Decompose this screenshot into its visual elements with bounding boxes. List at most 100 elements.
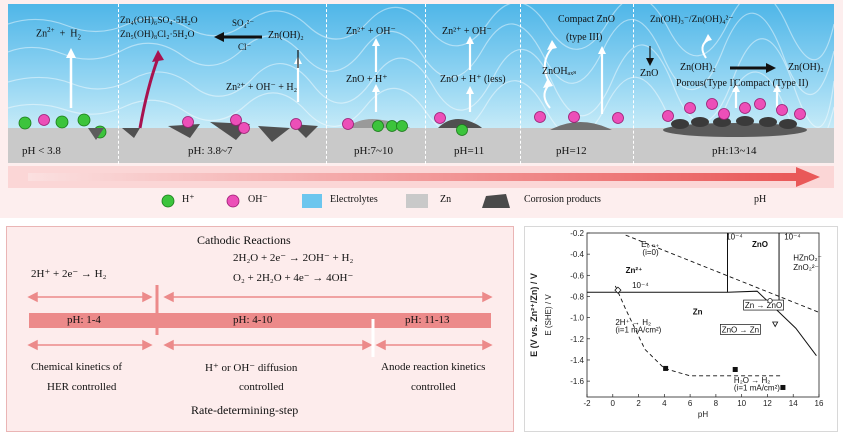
zno-label: ZnO (640, 68, 659, 79)
corrosion-product (122, 128, 140, 138)
panel3-ions: Zn²⁺ + OH⁻ (346, 26, 396, 37)
panel-divider (326, 4, 327, 164)
x-tick-label: 12 (763, 399, 772, 408)
legend-h: H⁺ (182, 194, 195, 205)
y-tick-label: -0.6 (570, 271, 584, 280)
region-label: H₂O → H₂ (734, 376, 770, 385)
water-reduction-eq: 2H₂O + 2e⁻ → 2OH⁻ + H₂ (233, 252, 354, 264)
axis-ticks: -2 0 2 4 6 8 10 12 14 16 -0.2 -0.4 -0.6 -0.8 -1.0 -1.2 -… (570, 229, 824, 408)
y-tick-label: -1.2 (570, 335, 584, 344)
x-tick-label: 14 (789, 399, 798, 408)
legend-oh: OH⁻ (248, 194, 268, 205)
region-label: ZnO₂²⁻ (793, 263, 819, 272)
zn-oh2-label: Zn(OH)₂ (680, 62, 716, 73)
reaction-box-label: ZnO → Zn (722, 325, 759, 334)
x-tick-label: 2 (636, 399, 641, 408)
x-tick-label: 8 (714, 399, 719, 408)
region-label: 2H⁺ → H₂ (615, 318, 651, 327)
region-label: 10⁻⁴ (632, 281, 649, 290)
oxygen-reduction-eq: O₂ + 2H₂O + 4e⁻ → 4OH⁻ (233, 272, 354, 284)
oh-swatch (226, 194, 240, 208)
mechanism-panel: Zn2+ + H2 (0, 0, 843, 218)
y-tick-label: -1.4 (570, 356, 584, 365)
panel4-ions: Zn²⁺ + OH⁻ (442, 26, 492, 37)
ph-range-band (29, 313, 491, 328)
x-tick-label: 0 (611, 399, 616, 408)
precipitation-arrow-head (152, 50, 164, 62)
oh-ion (182, 116, 194, 128)
data-point-square (663, 365, 669, 371)
rate-step-footer: Rate-determining-step (191, 403, 299, 417)
porous-type-label: Porous(Type I) (676, 78, 737, 89)
zn-zno-boundary (587, 290, 817, 357)
precipitation-arrow (138, 57, 160, 129)
panel3-reaction: ZnO + H⁺ (346, 74, 388, 85)
panel-divider (633, 4, 634, 164)
ph-gradient-arrow (8, 166, 834, 188)
ph-label-4: pH=11 (454, 145, 485, 157)
data-point-diamond (614, 286, 622, 294)
region-label: (i=1 mA/cm²) (734, 384, 780, 393)
y-axis-label-inner: E (SHE) / V (544, 294, 553, 336)
x-tick-label: 6 (688, 399, 693, 408)
left-arrow-head (214, 32, 224, 42)
oh-ion (38, 114, 50, 126)
corrosion-swatch (482, 194, 510, 208)
legend-electrolytes: Electrolytes (330, 194, 378, 205)
panel1-reaction: Zn2+ + H2 (36, 26, 81, 42)
reaction-box (720, 324, 761, 335)
znoh-ads-label: ZnOHₐₓₛ (542, 66, 577, 77)
pourbaix-chart-panel: Zn²⁺ ZnO Zn E₀ ₙ₊ (i=0) 10⁻⁴ 10⁻⁴ 10⁻⁴ HZnO₂⁻ ZnO… (524, 226, 838, 432)
regime-1-line2: HER controlled (47, 381, 117, 393)
plot-area (586, 232, 820, 398)
legend-corrosion: Corrosion products (524, 194, 601, 205)
regime-3-line2: controlled (411, 381, 456, 393)
zinc-hydroxide: Zn(OH)₂ (268, 30, 304, 41)
y-tick-label: -0.8 (570, 292, 584, 301)
data-point-circle (767, 298, 773, 304)
sulfate-ion: SO₄²⁻ (232, 18, 255, 28)
zincate-label: Zn(OH)₃⁻/Zn(OH)₄²⁻ (650, 15, 734, 25)
legend-swatches (161, 194, 510, 208)
cathodic-title: Cathodic Reactions (197, 233, 291, 247)
data-point-square (780, 384, 786, 390)
regime-3-line1: Anode reaction kinetics (381, 361, 486, 373)
electrolyte-background (8, 4, 834, 132)
band-markers (155, 285, 375, 357)
ph-label-2: pH: 3.8~7 (188, 145, 233, 157)
region-label: HZnO₂⁻ (793, 254, 822, 263)
legend-ph: pH (754, 194, 767, 205)
region-label: Zn²⁺ (626, 266, 643, 275)
h-swatch (161, 194, 175, 208)
panel2-ions: Zn²⁺ + OH⁻ + H₂ (226, 82, 298, 93)
x-tick-label: -2 (583, 399, 591, 408)
region-label: (i=1 mA/cm²) (615, 325, 661, 334)
data-point-square (732, 366, 738, 372)
compact-zno-layer (550, 122, 612, 130)
boundary-lines (587, 233, 820, 377)
ph-label-6: pH:13~14 (712, 145, 757, 157)
reaction-box-label: Zn → ZnO (745, 301, 782, 310)
panel-divider (118, 4, 119, 164)
regime-1-line1: Chemical kinetics of (31, 361, 123, 373)
ph-label-5: pH=12 (556, 145, 587, 157)
electrolyte-swatch (302, 194, 322, 208)
plot-frame (586, 232, 820, 398)
zn-oh2-right-label: Zn(OH)₂ (788, 62, 824, 73)
x-tick-label: 16 (815, 399, 824, 408)
hydrogen-line (614, 285, 783, 377)
regime-2-line1: H⁺ or OH⁻ diffusion (205, 362, 298, 374)
region-label: (i=0) (642, 248, 659, 257)
data-points (614, 286, 786, 390)
region-label: Zn (693, 307, 703, 316)
type-iii-label: (type III) (566, 32, 603, 43)
h-ion (55, 115, 69, 129)
panel-divider (520, 4, 521, 164)
x-tick-label: 10 (737, 399, 746, 408)
region-label: ZnO (752, 240, 768, 249)
region-label: 10⁻⁴ (784, 232, 801, 241)
rate-determining-panel: Cathodic Reactions 2H₂O + 2e⁻ → 2OH⁻ + H… (6, 226, 514, 432)
band-label-3: pH: 11-13 (405, 314, 450, 326)
panel-divider (425, 4, 426, 164)
